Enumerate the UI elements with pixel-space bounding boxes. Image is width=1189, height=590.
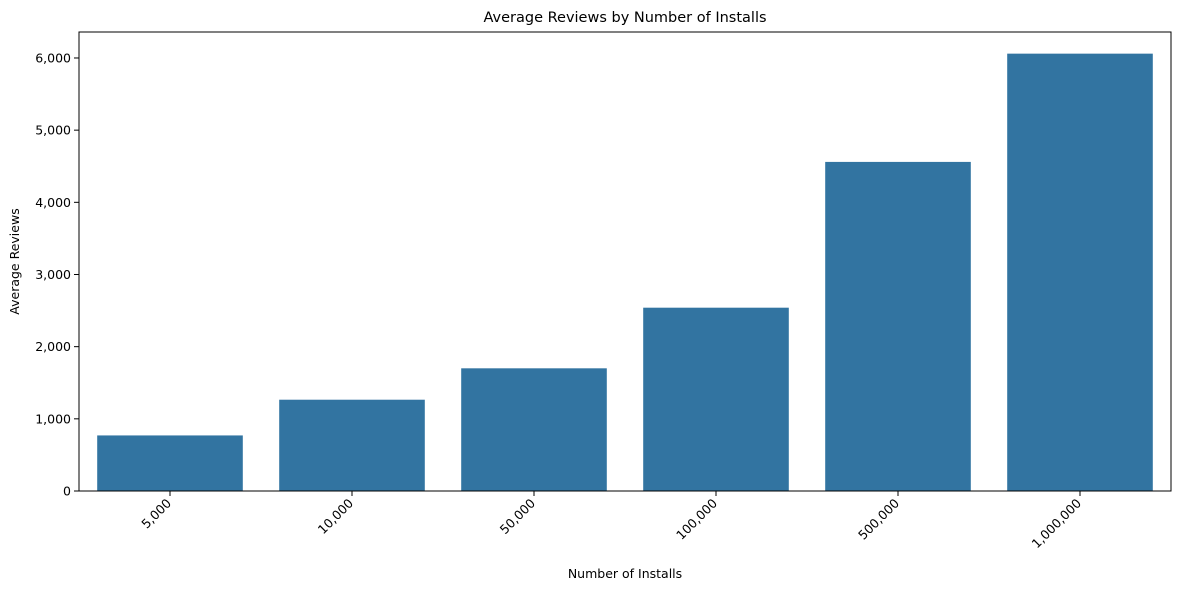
x-axis-label: Number of Installs: [568, 566, 682, 581]
bars-group: [97, 53, 1153, 492]
bar-0: [97, 435, 243, 491]
chart-title: Average Reviews by Number of Installs: [483, 10, 766, 26]
bar-3: [643, 307, 789, 491]
y-tick-label-1: 1,000: [35, 411, 71, 426]
y-tick-label-2: 2,000: [35, 339, 71, 354]
bar-1: [279, 399, 425, 491]
bar-2: [461, 368, 607, 491]
plot-frame: [78, 31, 1172, 492]
y-tick-label-6: 6,000: [35, 50, 71, 65]
y-tick-label-5: 5,000: [35, 123, 71, 138]
y-tick-label-3: 3,000: [35, 267, 71, 282]
y-axis-label: Average Reviews: [7, 208, 22, 314]
y-axis-ticks: 0 1,000 2,000 3,000 4,000 5,000 6,000: [35, 50, 79, 499]
y-tick-label-0: 0: [63, 484, 71, 499]
bar-5: [1007, 53, 1153, 492]
bar-4: [825, 161, 971, 491]
y-tick-label-4: 4,000: [35, 195, 71, 210]
